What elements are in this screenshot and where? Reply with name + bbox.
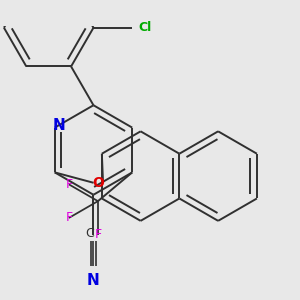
Text: F: F (65, 178, 72, 191)
Text: Cl: Cl (139, 21, 152, 34)
Text: F: F (94, 228, 101, 241)
Text: N: N (87, 273, 100, 288)
Text: O: O (92, 176, 104, 190)
Text: C: C (85, 227, 94, 240)
Text: F: F (65, 212, 72, 224)
Text: N: N (53, 118, 66, 133)
